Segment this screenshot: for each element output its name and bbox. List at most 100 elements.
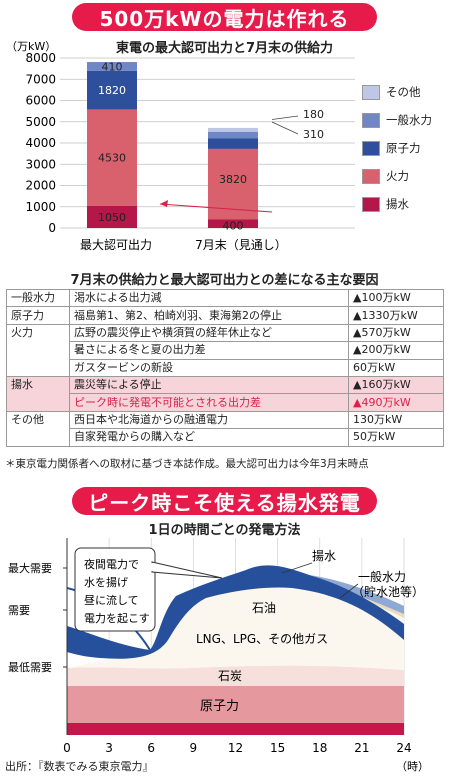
legend-label: その他 [386,85,421,99]
row-category: 揚水 [6,375,70,394]
x-category-label: 7月末（見通し） [195,238,287,252]
x-tick-label: 12 [228,741,243,755]
label-hydro-run-of-river: 一般水力（流込式） [96,741,195,755]
bar-segment [87,109,137,206]
label-coal: 石炭 [218,669,242,683]
y-tick-label: 8000 [25,51,56,65]
chart1-legend: その他 一般水力 原子力 火力 揚水 [362,78,432,218]
row-reason: 西日本や北海道からの融通電力 [69,410,349,430]
area-nuclear [67,684,404,723]
source-note: 出所：『数表でみる東京電力』 [5,760,154,773]
legend-item: 火力 [362,162,432,190]
legend-label: 揚水 [386,197,409,211]
y-tick-label: 6000 [25,94,56,108]
legend-label: 原子力 [386,141,421,155]
y-tick-label: 3000 [25,157,56,171]
bar-segment [208,131,258,139]
label-pumped-storage: 揚水 [312,549,336,563]
x-tick-label: 15 [270,741,285,755]
legend-swatch [362,112,380,128]
row-amount: 50万kW [348,428,444,447]
callout-line: 電力を起こす [84,612,150,625]
section1-banner-text: 500万kWの電力は作れる [99,6,350,31]
bar-value-label: 180 [303,108,324,121]
y-tick-label: 5000 [25,115,56,129]
bar-value-label: 3820 [219,173,247,186]
area-pumped-storage [67,565,404,659]
legend-swatch [362,84,380,100]
table-row: ピーク時に発電不可能とされる出力差 ▲490万kW [6,393,444,412]
row-amount: ▲200万kW [348,341,444,360]
table-row: ガスタービンの新設 60万kW [6,358,444,377]
bar-segment [208,138,258,149]
legend-swatch [362,196,380,212]
section1-banner: 500万kWの電力は作れる [72,3,377,31]
row-amount: 130万kW [348,410,444,430]
area-hydro-run-of-river [67,723,404,735]
x-tick-label: 0 [63,741,71,755]
bar-value-label: 310 [303,128,324,141]
y-tick-label: 7000 [25,72,56,86]
legend-item: その他 [362,78,432,106]
x-tick-label: 3 [105,741,113,755]
callout-box [74,547,156,632]
label-hydro-reservoir-sub: （貯水池等） [352,585,424,599]
legend-swatch [362,168,380,184]
row-reason: 震災等による停止 [69,375,349,395]
bar-value-label: 1820 [98,84,126,97]
x-category-label: 最大認可出力 [80,237,152,252]
label-oil: 石油 [252,601,276,615]
y-level-label: 最低需要 [8,661,52,674]
section3-banner-text: ピーク時こそ使える揚水発電 [88,490,361,515]
row-reason: ピーク時に発電不可能とされる出力差 [69,393,349,412]
x-tick-label: 6 [147,741,155,755]
label-nuclear: 原子力 [200,699,239,714]
callout-line: 昼に流して [84,593,139,607]
bar-segment [87,205,137,228]
callout-line: 夜間電力で [84,557,139,571]
x-tick-label: 9 [190,741,198,755]
bar-segment [87,62,137,71]
y-level-label: 需要 [8,604,30,617]
y-tick-label: 1000 [25,200,56,214]
label-leader-line [271,115,299,120]
legend-item: 揚水 [362,190,432,218]
callout-pointer [151,561,223,579]
area-lng-gas [67,579,404,670]
leader-line [339,583,359,599]
table-row: 自家発電からの購入など 50万kW [6,428,444,447]
row-reason: 自家発電からの購入など [69,428,349,447]
y-level-label: 最大需要 [8,561,52,575]
callout-pointer-mask [150,563,155,571]
bar-segment [208,138,258,220]
leader-line [281,562,313,574]
y-tick-label: 2000 [25,179,56,193]
label-leader-line [271,121,299,135]
callout-line: 水を揚げ [84,576,128,589]
bar-segment [208,127,258,132]
x-axis-unit: （時） [396,760,429,773]
bar-value-label: 1050 [98,211,126,224]
footnote: ＊東京電力関係者への取材に基づき本誌作成。最大認可出力は今年3月末時点 [5,458,369,470]
legend-item: 一般水力 [362,106,432,134]
legend-swatch [362,140,380,156]
chart2-title: 1日の時間ごとの発電方法 [148,523,301,538]
table-row: 暑さによる冬と夏の出力差 ▲200万kW [6,341,444,360]
table-row: 揚水 震災等による停止 ▲160万kW [6,375,444,395]
bar-value-label: 4530 [98,152,126,165]
x-tick-label: 24 [396,741,411,755]
legend-label: 一般水力 [386,113,432,127]
label-lng-gas: LNG、LPG、その他ガス [196,632,328,646]
row-amount: ▲490万kW [348,393,444,412]
arrow-head [160,200,168,207]
bar-value-label: 400 [223,220,244,233]
table-title: 7月末の供給力と最大認可出力との差になる主な要因 [70,273,379,288]
legend-item: 原子力 [362,134,432,162]
factors-table: 一般水力 渇水による出力減 ▲100万kW 原子力 福島第1、第2、柏崎刈羽、東海第2の… [6,288,444,447]
row-amount: ▲160万kW [348,375,444,395]
bar-value-label: 410 [102,60,123,73]
table-row: その他 西日本や北海道からの融通電力 130万kW [6,410,444,430]
label-hydro-reservoir: 一般水力 [358,569,406,584]
row-amount: ▲1330万kW [348,306,444,325]
